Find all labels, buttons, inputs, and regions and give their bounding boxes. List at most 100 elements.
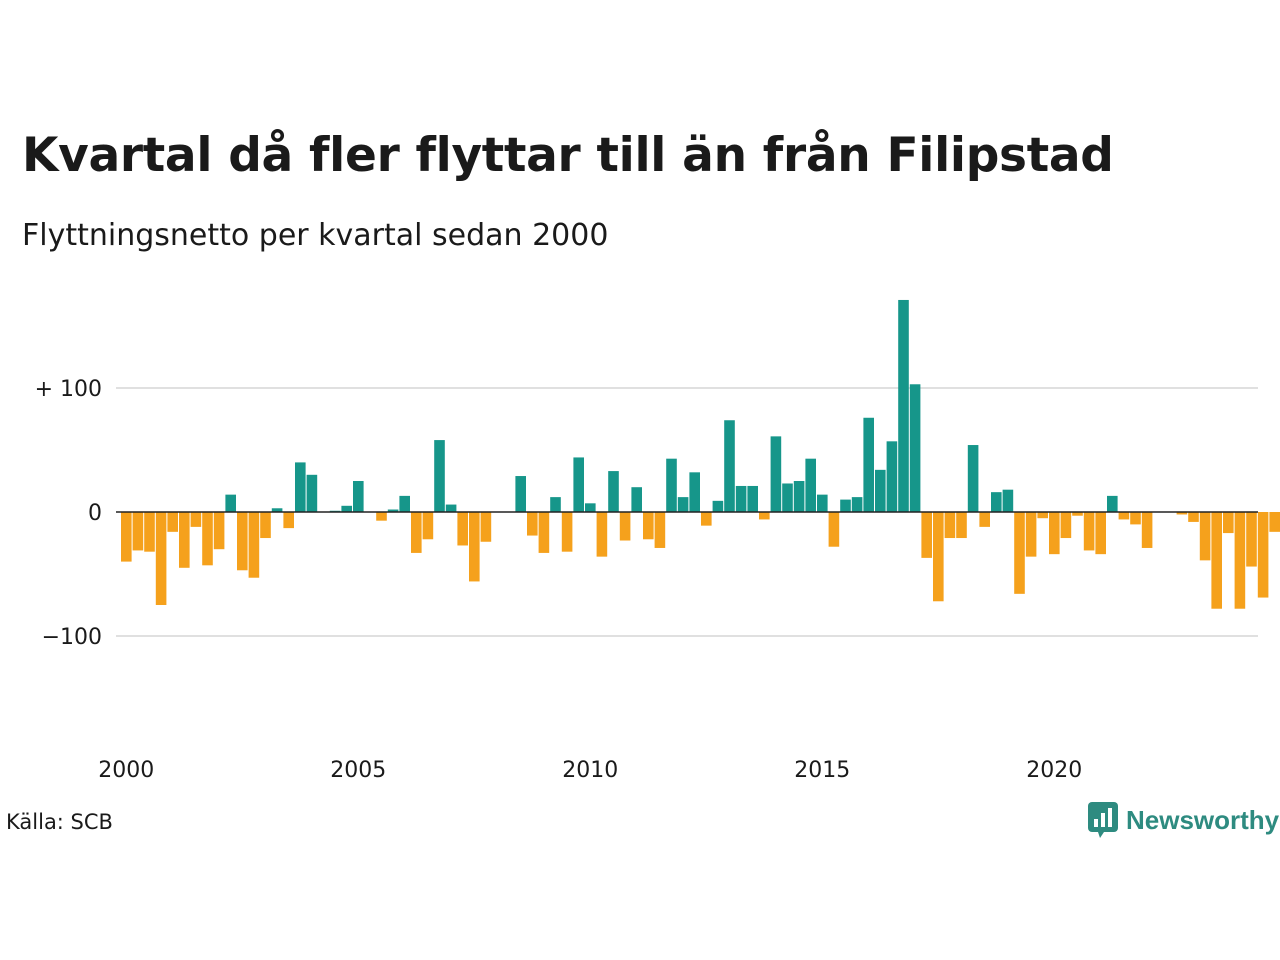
bar-positive bbox=[445, 504, 457, 512]
bar-positive bbox=[353, 481, 364, 512]
bar-negative bbox=[1072, 512, 1083, 516]
bar-negative bbox=[561, 512, 573, 552]
bar-negative bbox=[1014, 512, 1025, 594]
bar-positive bbox=[573, 457, 584, 512]
x-tick-label: 2015 bbox=[794, 758, 850, 783]
bar-negative bbox=[1234, 512, 1246, 609]
bar-negative bbox=[654, 512, 666, 548]
axis-layer: + 100 0 −100 2000 2005 2010 2015 2020 bbox=[35, 377, 1258, 783]
bar-negative bbox=[921, 512, 932, 558]
bar-negative bbox=[213, 512, 225, 550]
bar-positive bbox=[631, 487, 642, 512]
bar-positive bbox=[747, 485, 758, 512]
source-note: Källa: SCB bbox=[6, 810, 113, 834]
bar-negative bbox=[237, 512, 248, 571]
newsworthy-icon bbox=[1088, 802, 1118, 838]
bar-negative bbox=[422, 512, 434, 540]
bar-negative bbox=[1118, 512, 1130, 520]
bar-negative bbox=[1223, 512, 1234, 534]
bar-negative bbox=[1049, 512, 1060, 555]
bar-positive bbox=[1002, 489, 1014, 512]
bar-positive bbox=[585, 503, 596, 512]
x-tick-label: 2020 bbox=[1026, 758, 1082, 783]
bar-negative bbox=[1176, 512, 1188, 515]
bar-negative bbox=[1269, 512, 1280, 532]
bar-positive bbox=[550, 497, 561, 512]
bar-negative bbox=[596, 512, 608, 557]
bar-negative bbox=[179, 512, 190, 568]
bar-negative bbox=[1211, 512, 1222, 609]
bar-negative bbox=[248, 512, 260, 578]
bar-negative bbox=[1095, 512, 1106, 555]
bar-positive bbox=[817, 494, 828, 512]
bar-negative bbox=[1025, 512, 1037, 557]
bar-positive bbox=[863, 417, 874, 512]
x-tick-label: 2005 bbox=[330, 758, 386, 783]
bar-negative bbox=[144, 512, 155, 552]
x-tick-label: 2010 bbox=[562, 758, 618, 783]
bar-negative bbox=[619, 512, 631, 541]
bar-positive bbox=[515, 476, 526, 512]
bar-positive bbox=[735, 485, 747, 512]
bar-negative bbox=[956, 512, 967, 539]
y-tick-label: −100 bbox=[42, 625, 102, 650]
bar-positive bbox=[898, 299, 909, 512]
bar-negative bbox=[643, 512, 654, 540]
y-tick-label: 0 bbox=[88, 501, 102, 526]
x-tick-label: 2000 bbox=[98, 758, 154, 783]
bar-positive bbox=[387, 509, 399, 512]
bar-positive bbox=[886, 441, 898, 512]
bar-positive bbox=[689, 472, 700, 512]
bar-negative bbox=[260, 512, 271, 539]
bar-negative bbox=[759, 512, 770, 520]
bar-negative bbox=[1060, 512, 1072, 539]
bar-negative bbox=[202, 512, 213, 566]
bar-negative bbox=[1083, 512, 1095, 551]
bar-positive bbox=[851, 497, 863, 512]
y-tick-label: + 100 bbox=[35, 377, 102, 402]
bar-negative bbox=[469, 512, 480, 582]
bar-positive bbox=[271, 508, 283, 512]
bar-negative bbox=[1199, 512, 1211, 561]
bar-negative bbox=[527, 512, 538, 536]
bar-positive bbox=[875, 469, 886, 512]
bar-negative bbox=[132, 512, 144, 551]
bar-negative bbox=[480, 512, 492, 542]
bar-negative bbox=[1141, 512, 1153, 548]
bar-positive bbox=[399, 495, 410, 512]
bar-positive bbox=[805, 458, 816, 512]
bar-positive bbox=[1107, 495, 1118, 512]
bar-negative bbox=[1188, 512, 1199, 522]
bar-positive bbox=[793, 481, 805, 512]
bar-negative bbox=[283, 512, 294, 529]
bar-positive bbox=[677, 497, 689, 512]
bar-negative bbox=[190, 512, 202, 527]
brand-name: Newsworthy bbox=[1126, 804, 1280, 835]
bar-negative bbox=[1130, 512, 1141, 525]
bar-positive bbox=[225, 494, 236, 512]
bar-negative bbox=[155, 512, 167, 605]
bar-negative bbox=[121, 512, 132, 562]
bar-negative bbox=[828, 512, 840, 547]
bar-negative bbox=[979, 512, 990, 527]
bar-negative bbox=[701, 512, 712, 526]
bar-positive bbox=[666, 458, 677, 512]
bar-negative bbox=[411, 512, 422, 553]
bar-positive bbox=[782, 483, 793, 512]
bar-negative bbox=[1037, 512, 1048, 519]
chart-title: Kvartal då fler flyttar till än från Fil… bbox=[22, 128, 1114, 183]
bar-positive bbox=[724, 420, 735, 512]
bar-negative bbox=[538, 512, 550, 553]
bar-negative bbox=[944, 512, 956, 539]
grid-layer bbox=[116, 387, 1258, 637]
bar-positive bbox=[840, 499, 851, 512]
bar-positive bbox=[991, 492, 1002, 512]
bar-negative bbox=[457, 512, 468, 546]
chart-subtitle: Flyttningsnetto per kvartal sedan 2000 bbox=[22, 218, 609, 253]
bar-positive bbox=[967, 445, 979, 512]
bar-positive bbox=[341, 505, 352, 512]
bar-negative bbox=[1257, 512, 1269, 598]
bar-positive bbox=[770, 436, 782, 512]
bar-positive bbox=[909, 384, 921, 512]
